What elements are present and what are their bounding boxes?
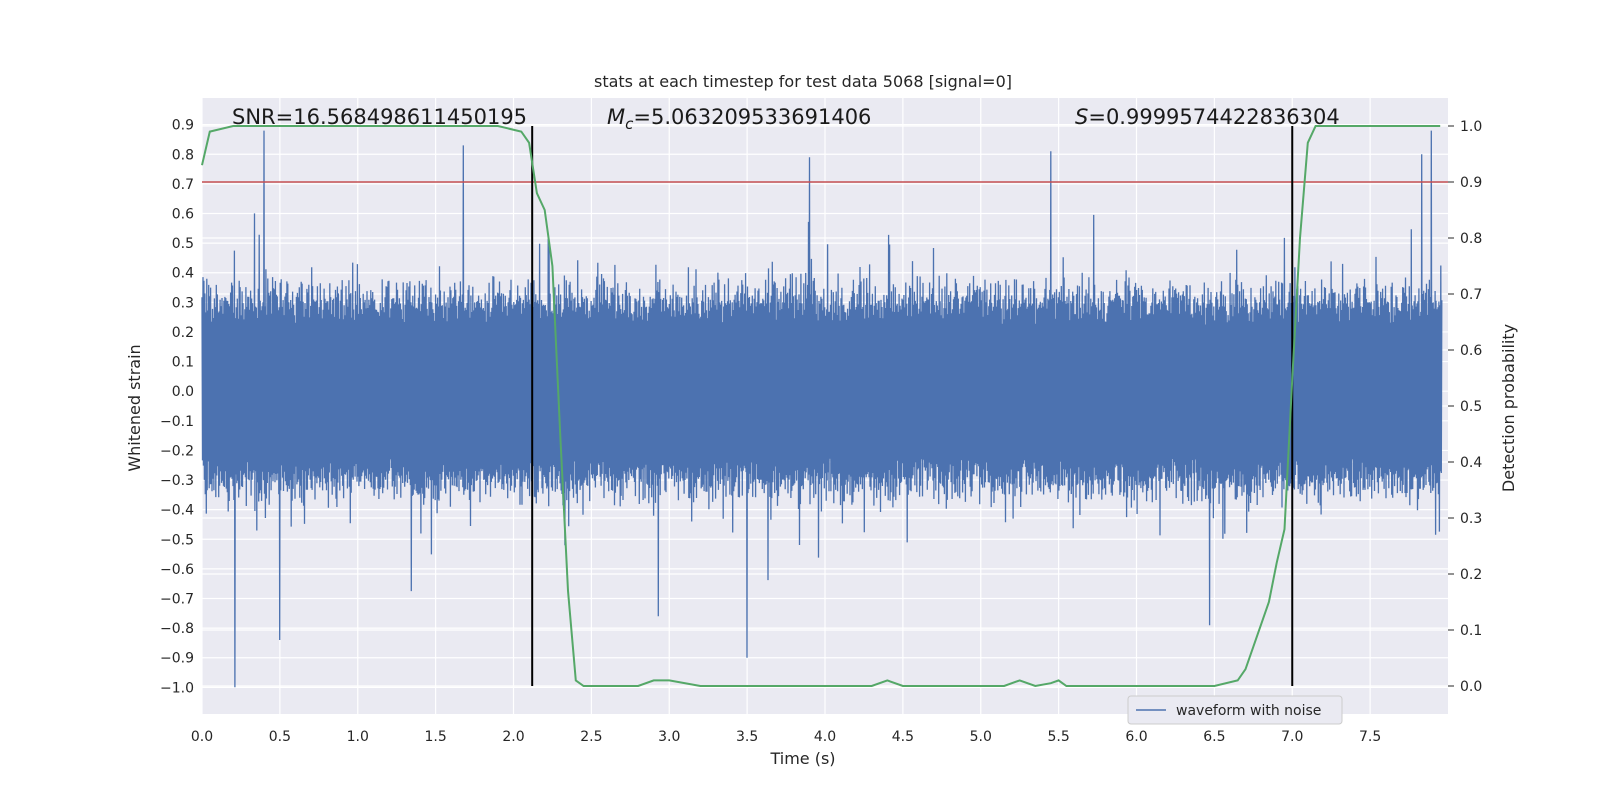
y-axis-label: Whitened strain <box>125 344 144 471</box>
score-symbol: S <box>1075 105 1088 129</box>
x-tick-label: 5.0 <box>970 729 992 745</box>
x-tick-label: 3.0 <box>658 729 680 745</box>
y-tick-label: −0.7 <box>160 592 194 608</box>
y2-tick-label: 0.1 <box>1460 623 1482 639</box>
y-tick-label: −0.1 <box>160 414 194 430</box>
y2-tick-label: 0.2 <box>1460 567 1482 583</box>
x-tick-label: 6.5 <box>1203 729 1225 745</box>
x-tick-label: 7.5 <box>1359 729 1381 745</box>
legend-box <box>1127 695 1343 725</box>
chirp-mass-subscript: c <box>625 115 634 133</box>
y-tick-label: 0.6 <box>172 207 194 223</box>
y-tick-label: −0.2 <box>160 443 194 459</box>
y-tick-label: 0.3 <box>172 295 194 311</box>
y-tick-label: 0.2 <box>172 325 194 341</box>
y-tick-label: −0.8 <box>160 621 194 637</box>
y-tick-label: 0.1 <box>172 355 194 371</box>
y2-tick-label: 0.6 <box>1460 343 1482 359</box>
x-tick-label: 0.5 <box>269 729 291 745</box>
y-tick-label: 0.9 <box>172 118 194 134</box>
chirp-mass-symbol: M <box>607 105 625 129</box>
y-axis-ticks: 0.9 0.8 0.7 0.6 0.5 0.4 0.3 0.2 0.1 0.0 −0.1 −0.2 −0… <box>160 118 194 697</box>
y2-axis-ticks: 1.0 0.9 0.8 0.7 0.6 0.5 0.4 0.3 0.2 0.1 0.0 <box>1448 119 1482 695</box>
y2-tick-label: 0.8 <box>1460 231 1482 247</box>
chirp-mass-annotation: Mc=5.063209533691406 <box>607 105 871 133</box>
y2-tick-label: 0.9 <box>1460 175 1482 191</box>
x-tick-label: 4.5 <box>892 729 914 745</box>
x-tick-label: 1.0 <box>347 729 369 745</box>
chart-title: stats at each timestep for test data 506… <box>594 72 1012 91</box>
y-tick-label: −1.0 <box>160 680 194 696</box>
x-axis-ticks: 0.0 0.5 1.0 1.5 2.0 2.5 3.0 3.5 4.0 4.5 5.0 5.5 6.0 6… <box>191 729 1381 745</box>
vertical-markers <box>531 126 1294 686</box>
y-tick-label: 0.7 <box>172 177 194 193</box>
y2-tick-label: 0.4 <box>1460 455 1482 471</box>
y-tick-label: 0.4 <box>172 266 194 282</box>
y2-tick-label: 0.3 <box>1460 511 1482 527</box>
x-tick-label: 7.0 <box>1281 729 1303 745</box>
waveform-trace <box>201 130 1443 688</box>
y2-tick-label: 0.0 <box>1460 679 1482 695</box>
x-tick-label: 2.5 <box>580 729 602 745</box>
x-tick-label: 6.0 <box>1125 729 1147 745</box>
x-tick-label: 2.0 <box>502 729 524 745</box>
legend-label: waveform with noise <box>1176 703 1321 719</box>
y-tick-label: −0.9 <box>160 651 194 667</box>
x-tick-label: 5.5 <box>1047 729 1069 745</box>
y2-tick-label: 0.7 <box>1460 287 1482 303</box>
legend: waveform with noise <box>1127 695 1343 725</box>
y-tick-label: −0.6 <box>160 562 194 578</box>
chirp-mass-value: =5.063209533691406 <box>633 105 871 129</box>
waveform-series <box>201 130 1443 688</box>
y-tick-label: 0.5 <box>172 236 194 252</box>
y-tick-label: −0.4 <box>160 503 194 519</box>
snr-annotation: SNR=16.568498611450195 <box>232 105 527 129</box>
y-tick-label: 0.8 <box>172 147 194 163</box>
x-tick-label: 4.0 <box>814 729 836 745</box>
y2-axis-label: Detection probability <box>1499 324 1518 492</box>
x-axis-label: Time (s) <box>769 749 835 768</box>
y2-tick-label: 1.0 <box>1460 119 1482 135</box>
x-tick-label: 3.5 <box>736 729 758 745</box>
score-annotation: S=0.9999574422836304 <box>1075 105 1340 129</box>
detection-probability-line <box>201 125 1441 688</box>
y-tick-label: 0.0 <box>172 384 194 400</box>
y2-tick-label: 0.5 <box>1460 399 1482 415</box>
score-value: =0.9999574422836304 <box>1088 105 1339 129</box>
x-tick-label: 1.5 <box>424 729 446 745</box>
x-tick-label: 0.0 <box>191 729 213 745</box>
y-tick-label: −0.3 <box>160 473 194 489</box>
y-tick-label: −0.5 <box>160 532 194 548</box>
